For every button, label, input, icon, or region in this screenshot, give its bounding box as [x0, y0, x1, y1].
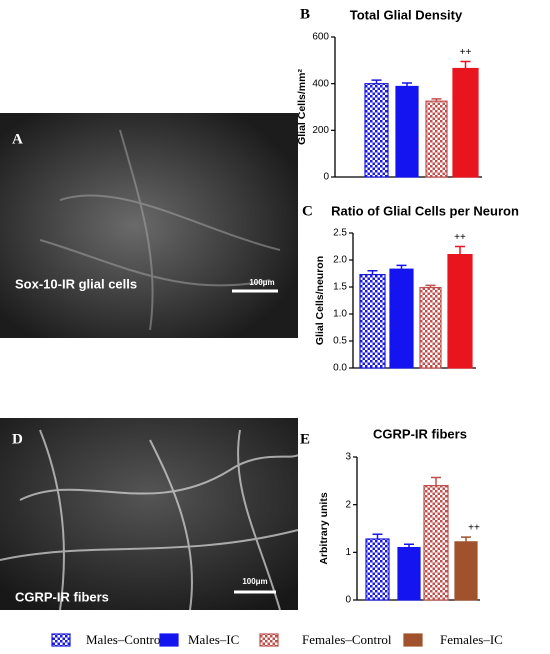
error-bar	[371, 79, 382, 84]
significance-label: ++	[460, 47, 472, 58]
panel-caption: Sox-10-IR glial cells	[15, 276, 137, 291]
panel-letter: A	[12, 131, 23, 147]
chart-title: Total Glial Density	[350, 7, 463, 22]
y-axis-label: Glial Cells/mm²	[296, 69, 308, 145]
bar	[395, 85, 419, 178]
significance-label: ++	[468, 523, 480, 534]
bar	[419, 286, 442, 369]
panel-letter: B	[300, 6, 310, 22]
error-bar	[431, 98, 442, 102]
bar	[359, 273, 386, 369]
y-axis-label: Glial Cells/neuron	[314, 256, 326, 345]
y-tick-label: 0.0	[333, 363, 347, 374]
legend-swatch	[259, 633, 279, 647]
legend-swatch	[51, 633, 71, 647]
micrograph-texture	[39, 129, 281, 331]
error-bar	[460, 60, 471, 69]
legend-label: Males–IC	[188, 632, 239, 647]
scale-label: 100μm	[249, 278, 274, 287]
y-tick-label: 0	[323, 172, 329, 183]
legend-label: Females–Control	[302, 632, 392, 647]
chart-title: CGRP-IR fibers	[373, 426, 467, 441]
significance-label: ++	[454, 232, 466, 243]
error-bar	[372, 533, 383, 539]
legend-swatch	[403, 633, 423, 647]
scale-label: 100μm	[242, 577, 267, 586]
y-tick-label: 1	[345, 547, 351, 558]
y-tick-label: 2.5	[333, 228, 347, 239]
panel-letter: E	[300, 431, 310, 447]
panel-letter: C	[302, 203, 313, 219]
y-tick-label: 2.0	[333, 255, 347, 266]
error-bar	[431, 476, 441, 486]
bar	[423, 485, 449, 601]
panel-letter: D	[12, 431, 23, 447]
bar	[389, 268, 414, 369]
error-bar	[396, 264, 407, 270]
legend-swatch	[159, 633, 179, 647]
bar	[364, 83, 389, 178]
chart-title: Ratio of Glial Cells per Neuron	[331, 203, 519, 218]
error-bar	[461, 536, 471, 542]
y-tick-label: 600	[312, 32, 329, 43]
bar	[452, 67, 479, 178]
y-tick-label: 1.5	[333, 282, 347, 293]
bar	[454, 541, 478, 601]
micrograph-texture	[0, 429, 299, 611]
legend-label: Males–Control	[86, 632, 164, 647]
micrograph-a	[0, 113, 298, 338]
error-bar	[402, 82, 412, 87]
bar	[397, 546, 421, 601]
panel-caption: CGRP-IR fibers	[15, 589, 109, 604]
y-tick-label: 1.0	[333, 309, 347, 320]
y-tick-label: 0.5	[333, 336, 347, 347]
error-bar	[455, 245, 465, 255]
error-bar	[404, 543, 414, 548]
y-tick-label: 200	[312, 125, 329, 136]
error-bar	[367, 270, 378, 275]
legend-label: Females–IC	[440, 632, 503, 647]
micrographs: A Sox-10-IR glial cells 100μm D CGRP-IR …	[0, 113, 299, 611]
bar	[425, 100, 448, 178]
bar	[365, 538, 390, 601]
y-tick-label: 400	[312, 78, 329, 89]
y-tick-label: 0	[345, 595, 351, 606]
y-tick-label: 2	[345, 499, 351, 510]
error-bar	[425, 284, 436, 288]
y-axis-label: Arbitrary units	[318, 492, 330, 565]
bar	[447, 254, 473, 369]
y-tick-label: 3	[345, 452, 351, 463]
